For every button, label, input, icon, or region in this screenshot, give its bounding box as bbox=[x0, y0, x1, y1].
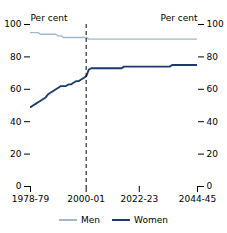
svg-text:2022-23: 2022-23 bbox=[120, 194, 158, 204]
svg-text:40: 40 bbox=[10, 117, 22, 127]
svg-text:2000-01: 2000-01 bbox=[67, 194, 105, 204]
svg-text:0: 0 bbox=[16, 181, 22, 191]
svg-text:Per cent: Per cent bbox=[161, 13, 198, 23]
html-text:Men: Men bbox=[81, 215, 101, 225]
svg-text:2044-45: 2044-45 bbox=[179, 194, 217, 204]
svg-text:80: 80 bbox=[207, 52, 219, 62]
svg-text:20: 20 bbox=[10, 149, 22, 159]
svg-text:20: 20 bbox=[207, 149, 219, 159]
svg-text:40: 40 bbox=[207, 117, 219, 127]
svg-text:60: 60 bbox=[10, 84, 22, 94]
svg-text:1978-79: 1978-79 bbox=[12, 194, 50, 204]
svg-text:60: 60 bbox=[207, 84, 219, 94]
svg-text:100: 100 bbox=[207, 19, 224, 29]
svg-text:Per cent: Per cent bbox=[31, 13, 68, 23]
svg-text:0: 0 bbox=[207, 181, 213, 191]
svg-text:80: 80 bbox=[10, 52, 22, 62]
svg-text:100: 100 bbox=[4, 19, 21, 29]
html-text:Women: Women bbox=[134, 215, 168, 225]
